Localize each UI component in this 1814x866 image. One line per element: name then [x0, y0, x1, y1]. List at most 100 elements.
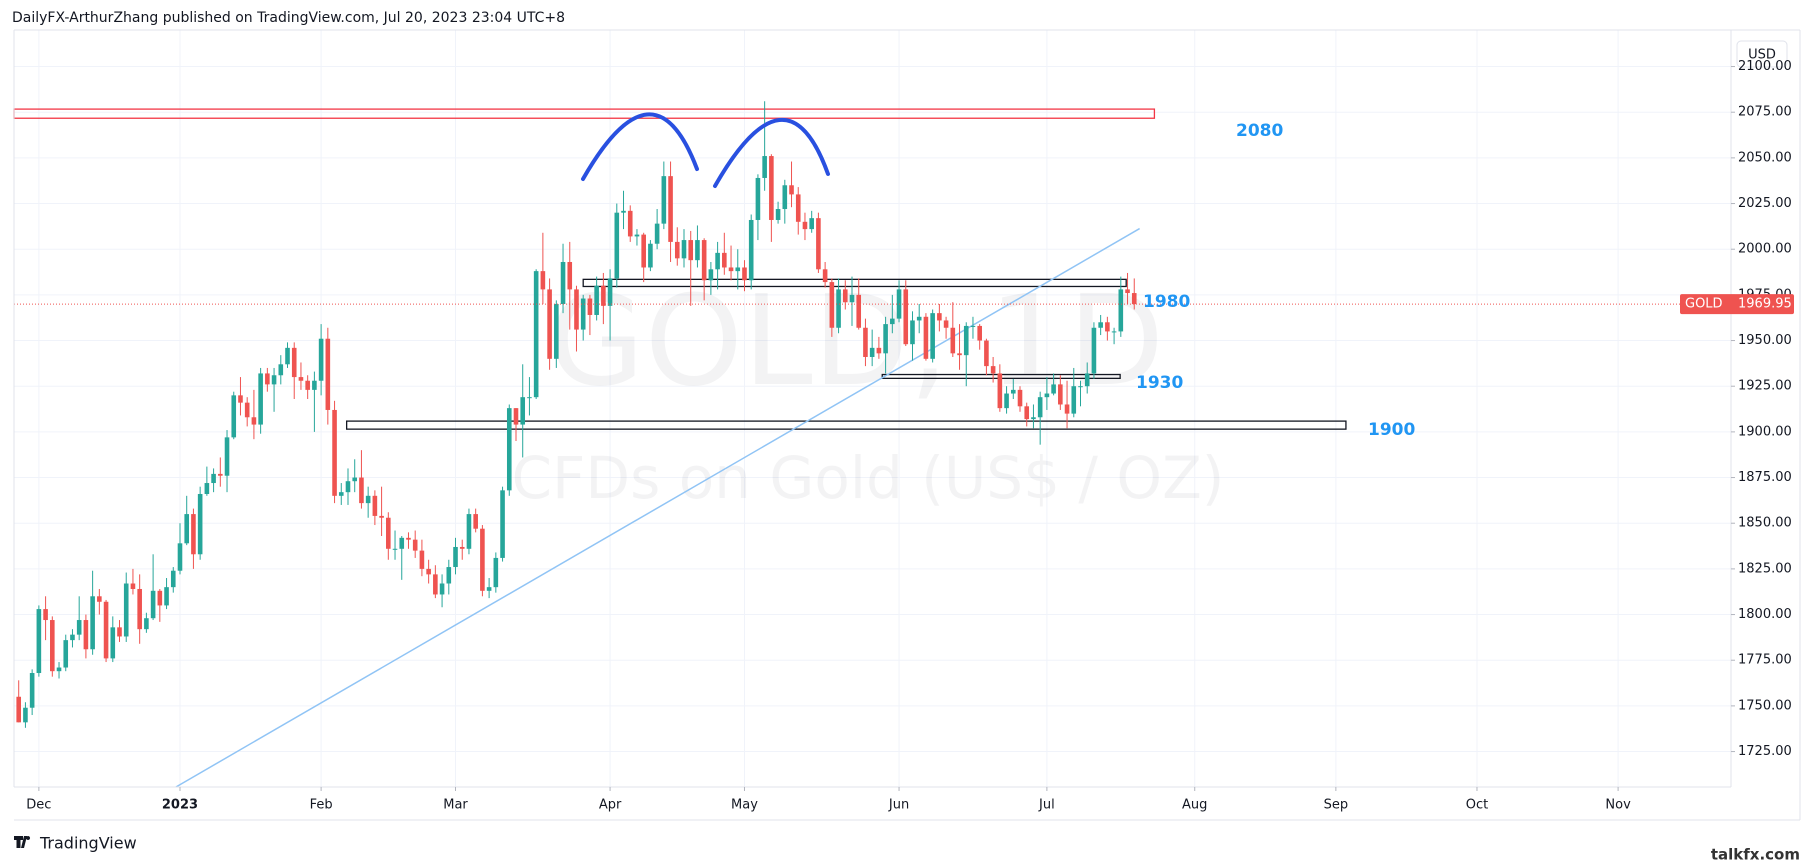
x-tick-label: May [731, 798, 758, 813]
candle-body [574, 289, 579, 330]
candle-body [809, 218, 814, 230]
candle-body [1084, 373, 1090, 387]
candle-body [285, 347, 290, 365]
candle-body [963, 325, 969, 356]
candle-body [601, 285, 606, 306]
candle-body [1010, 389, 1016, 394]
candle-body [386, 517, 391, 549]
last-price-badge [1680, 294, 1794, 315]
candle-body [1037, 397, 1043, 418]
candle-body [137, 588, 142, 630]
candle-body [661, 176, 667, 224]
candle-body [863, 327, 868, 357]
candle-body [903, 289, 909, 345]
candle-body [1064, 404, 1070, 414]
candle-body [722, 252, 727, 268]
candle-body [554, 304, 559, 359]
candle-body [1131, 293, 1137, 305]
candle-body [258, 373, 263, 425]
candle-body [627, 210, 633, 237]
x-tick-label: 2023 [162, 798, 198, 813]
candle-body [849, 294, 855, 303]
candle-body [668, 176, 673, 242]
candle-body [943, 320, 949, 328]
candle-body [244, 402, 250, 418]
y-tick-label: 1725.00 [1738, 744, 1792, 759]
y-tick-label: 2000.00 [1738, 242, 1792, 257]
candle-body [681, 240, 687, 259]
candle-body [540, 271, 546, 290]
y-tick-label: 1950.00 [1738, 333, 1792, 348]
candle-body [433, 574, 438, 595]
last-price-label: 1969.95 [1738, 297, 1792, 312]
candle-body [614, 212, 620, 279]
candle-body [513, 408, 519, 425]
candle-body [775, 209, 781, 220]
candle-body [762, 156, 767, 178]
candle-body [567, 261, 573, 290]
zone-label: 1900 [1368, 420, 1415, 440]
site-watermark: talkfx.com [1711, 846, 1800, 864]
candle-body [506, 408, 512, 491]
candle-body [594, 285, 599, 315]
candle-body [224, 437, 230, 476]
candle-body [1118, 289, 1124, 332]
candle-body [164, 587, 169, 606]
candle-body [755, 177, 761, 220]
candle-body [674, 241, 680, 259]
candle-body [211, 473, 216, 484]
currency-button[interactable] [1736, 40, 1788, 68]
candle-body [1125, 289, 1130, 294]
candle-body [291, 347, 297, 378]
x-tick-label: Nov [1605, 798, 1631, 813]
candle-body [486, 587, 492, 591]
x-tick-label: Dec [26, 798, 51, 813]
candle-body [735, 267, 741, 272]
candle-body [836, 289, 841, 328]
candle-body [265, 373, 270, 385]
candle-body [197, 493, 203, 555]
candle-body [1078, 386, 1083, 388]
candle-body [231, 395, 237, 438]
candle-body [748, 219, 754, 281]
y-tick-label: 1800.00 [1738, 607, 1792, 622]
candle-body [312, 380, 317, 390]
zone [582, 278, 1127, 288]
candle-body [56, 667, 62, 672]
candle-body [218, 473, 223, 476]
candle-body [16, 696, 22, 723]
y-tick-label: 1875.00 [1738, 470, 1792, 485]
candle-body [23, 707, 28, 723]
candle-body [876, 347, 882, 354]
candle-body [238, 395, 243, 403]
candle-body [278, 364, 284, 376]
candle-body [688, 240, 694, 261]
candle-body [1044, 393, 1050, 398]
publisher-header: DailyFX-ArthurZhang published on Trading… [12, 10, 565, 26]
candle-body [1024, 406, 1030, 420]
candle-body [789, 185, 794, 195]
candle-body [251, 417, 257, 425]
candle-body [1091, 327, 1097, 374]
candle-body [527, 397, 532, 399]
candle-body [83, 620, 89, 650]
candle-body [648, 243, 653, 268]
candle-body [103, 601, 109, 659]
candle-body [392, 548, 398, 550]
candle-body [728, 267, 734, 272]
candle-body [338, 492, 344, 496]
candle-body [1031, 417, 1036, 420]
candle-body [829, 282, 835, 328]
y-tick-label: 1850.00 [1738, 516, 1792, 531]
candle-body [1051, 384, 1056, 394]
candle-body [150, 590, 156, 619]
candle-body [701, 240, 707, 281]
candle-body [533, 271, 539, 398]
candle-body [520, 397, 526, 425]
candle-body [359, 477, 364, 504]
x-tick-label: Jul [1038, 798, 1055, 813]
candle-body [634, 234, 640, 237]
logo: TradingView [14, 834, 137, 853]
